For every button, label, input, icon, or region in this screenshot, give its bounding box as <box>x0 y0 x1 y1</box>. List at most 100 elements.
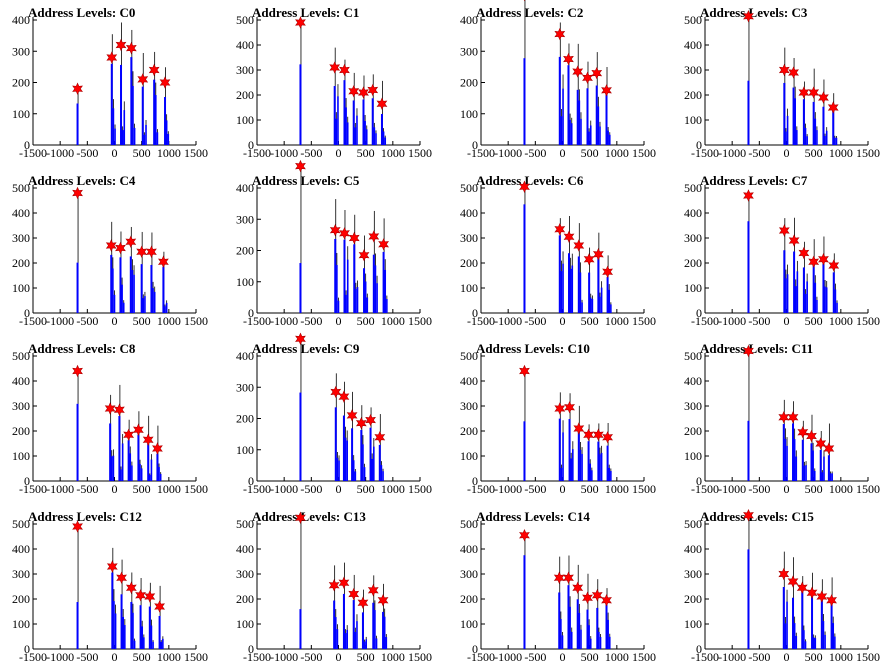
chart-svg: Address Levels: C2 0 100 200 300 400 -1500 -100… <box>460 0 656 160</box>
y-tick-label: 500 <box>12 517 30 531</box>
peak-marker <box>798 246 810 260</box>
x-tick-label: -500 <box>524 146 546 160</box>
y-tick-label: 100 <box>684 281 702 295</box>
peak-marker <box>519 529 530 542</box>
histogram-bar <box>352 100 355 145</box>
peak-marker <box>338 576 350 589</box>
peaks-group <box>72 364 163 481</box>
chart-panel: Address Levels: C12 0 100 200 300 400 500 -1500… <box>0 504 224 672</box>
peak-marker <box>818 253 829 266</box>
histogram-bar <box>334 617 337 649</box>
peak-marker <box>796 581 808 594</box>
peak-marker <box>563 230 575 243</box>
x-tick-label: -500 <box>76 650 98 664</box>
peak-marker <box>348 231 360 245</box>
histogram-bar <box>110 254 113 313</box>
chart-panel: Address Levels: C3 0 100 200 300 400 500 -1500-… <box>672 0 896 168</box>
chart-svg: Address Levels: C5 0 100 200 300 400 -1500 -100… <box>236 159 432 328</box>
histogram-bar <box>568 419 571 481</box>
histogram-bar <box>608 134 611 145</box>
peak-marker <box>114 403 125 416</box>
x-tick-label: -1500 <box>691 482 719 496</box>
histogram-bar <box>145 124 147 145</box>
histogram-bar <box>383 616 386 649</box>
histogram-bar <box>785 131 787 145</box>
x-tick-label: -500 <box>524 482 546 496</box>
peak-marker <box>368 230 380 243</box>
peak-marker <box>365 413 376 427</box>
x-tick-label: -1500 <box>19 650 47 664</box>
chart-title: Address Levels: C8 <box>28 341 136 356</box>
peak-marker <box>743 344 754 358</box>
x-tick-label: -1000 <box>46 314 74 328</box>
peak-marker <box>798 86 810 99</box>
peaks-group <box>295 511 389 649</box>
y-tick-label: 0 <box>696 138 702 152</box>
y-tick-label: 300 <box>236 212 254 226</box>
histogram-bar <box>570 458 572 481</box>
peak-marker <box>554 402 566 415</box>
histogram-bar <box>795 635 798 649</box>
histogram-bar <box>378 444 381 481</box>
peak-marker <box>374 431 386 444</box>
histogram-bar <box>577 256 580 313</box>
x-tick-label: -500 <box>300 482 322 496</box>
histogram-bar <box>824 634 826 649</box>
histogram-bar <box>334 238 337 313</box>
chart-svg: Address Levels: C0 0 100 200 300 400 -1500 -100… <box>12 5 208 160</box>
x-tick-label: 0 <box>336 650 342 664</box>
histogram-bar <box>816 130 818 145</box>
y-tick-label: 500 <box>12 181 30 195</box>
histogram-bar <box>152 288 154 313</box>
histogram-bar <box>606 277 609 313</box>
x-tick-label: 1000 <box>157 146 181 160</box>
histogram-bar <box>111 572 114 649</box>
histogram-bar <box>834 137 836 145</box>
peak-marker <box>346 409 358 422</box>
y-tick-label: 300 <box>12 44 30 58</box>
peak-marker <box>377 594 389 607</box>
histogram-bar <box>336 457 339 481</box>
chart-svg: Address Levels: C10 0 100 200 300 400 500 -1500… <box>460 341 656 496</box>
histogram-bar <box>600 287 603 313</box>
x-tick-label: 0 <box>112 146 118 160</box>
histogram-bar <box>822 263 825 313</box>
peak-marker <box>519 364 530 378</box>
y-tick-label: 400 <box>236 38 254 52</box>
chart-title: Address Levels: C4 <box>28 173 136 188</box>
histogram-bar <box>804 641 807 649</box>
peaks-group <box>743 509 837 649</box>
peak-marker <box>827 101 839 114</box>
histogram-bar <box>137 434 140 481</box>
histogram-bar <box>346 440 348 481</box>
x-tick-label: -1500 <box>243 314 271 328</box>
histogram-bar <box>351 428 354 481</box>
y-tick-label: 0 <box>696 306 702 320</box>
histogram-bar <box>610 304 612 313</box>
x-tick-label: 0 <box>784 146 790 160</box>
chart-svg: Address Levels: C10100200300400500-1500-… <box>236 5 432 160</box>
histogram-bar <box>338 460 340 481</box>
histogram-bar <box>596 607 599 649</box>
y-tick-label: 300 <box>12 231 30 245</box>
y-tick-label: 400 <box>236 349 254 363</box>
x-tick-label: 500 <box>133 314 151 328</box>
x-tick-label: -1000 <box>270 314 298 328</box>
y-tick-label: 0 <box>24 138 30 152</box>
peak-marker <box>573 422 585 435</box>
peak-marker <box>818 91 829 104</box>
peaks-group <box>72 186 169 313</box>
histogram-bar <box>382 471 384 481</box>
histogram-bar <box>141 626 144 649</box>
histogram-bar <box>785 278 787 313</box>
histogram-bar <box>337 96 339 145</box>
y-tick-label: 0 <box>24 306 30 320</box>
histogram-bar <box>832 623 835 649</box>
histogram-bar <box>523 58 526 145</box>
x-tick-label: 500 <box>133 146 151 160</box>
chart-svg: Address Levels: C80100200300400500-1500-… <box>12 341 208 496</box>
peaks-group <box>519 180 613 313</box>
x-tick-label: 500 <box>581 482 599 496</box>
histogram-bar <box>804 293 807 313</box>
y-tick-label: 100 <box>12 449 30 463</box>
